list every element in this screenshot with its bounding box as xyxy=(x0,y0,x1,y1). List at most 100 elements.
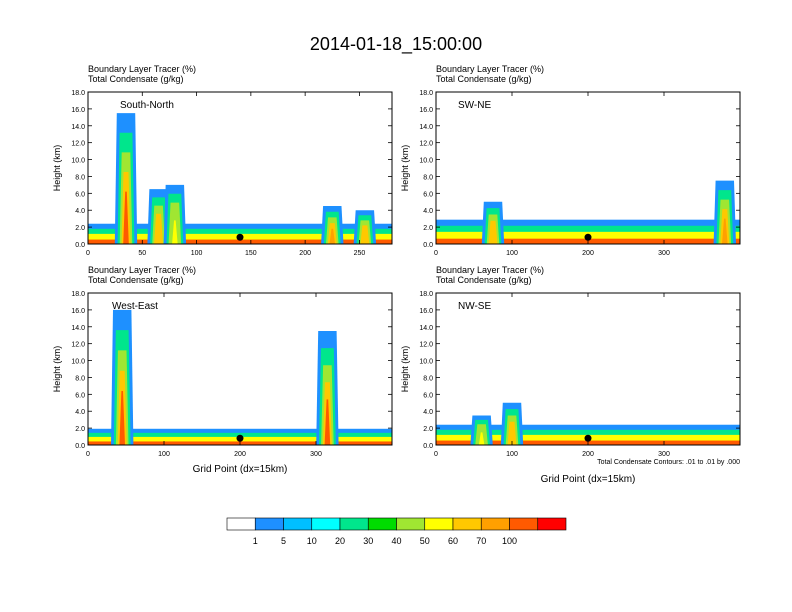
y-tick-label: 4.0 xyxy=(75,208,85,215)
y-tick-label: 0.0 xyxy=(423,242,433,249)
plot-area: 0.0 2.0 4.0 6.0 8.0 10.0 12.0 14.0 16.0 18.0 0 100 2… xyxy=(419,291,741,458)
y-tick-label: 6.0 xyxy=(423,191,433,198)
x-tick-label: 100 xyxy=(191,250,203,257)
y-tick-label: 16.0 xyxy=(71,308,85,315)
panel-header-line2: Total Condensate (g/kg) xyxy=(88,275,184,285)
y-tick-label: 12.0 xyxy=(71,141,85,148)
x-tick-label: 0 xyxy=(86,451,90,458)
y-tick-label: 16.0 xyxy=(419,308,433,315)
x-tick-label: 200 xyxy=(582,451,594,458)
x-axis-label: Grid Point (dx=15km) xyxy=(541,474,636,485)
colorbar-label: 50 xyxy=(420,536,430,546)
x-tick-label: 100 xyxy=(506,250,518,257)
surface-marker xyxy=(584,233,592,241)
surface-marker xyxy=(236,434,244,442)
plot-area: 0.0 2.0 4.0 6.0 8.0 10.0 12.0 14.0 16.0 18.0 0 100 2… xyxy=(419,90,741,257)
y-tick-label: 8.0 xyxy=(423,174,433,181)
y-tick-label: 4.0 xyxy=(75,409,85,416)
x-tick-label: 200 xyxy=(234,451,246,458)
panel-header-line1: Boundary Layer Tracer (%) xyxy=(88,64,196,74)
x-tick-label: 150 xyxy=(245,250,257,257)
x-tick-label: 0 xyxy=(434,451,438,458)
colorbar-swatch xyxy=(339,517,369,531)
y-tick-label: 18.0 xyxy=(419,90,433,97)
colorbar-label: 10 xyxy=(307,536,317,546)
x-tick-label: 0 xyxy=(434,250,438,257)
y-tick-label: 10.0 xyxy=(71,158,85,165)
y-axis-label: Height (km) xyxy=(52,145,62,192)
y-tick-label: 0.0 xyxy=(75,443,85,450)
x-tick-label: 0 xyxy=(86,250,90,257)
y-tick-label: 0.0 xyxy=(423,443,433,450)
y-tick-label: 8.0 xyxy=(75,174,85,181)
tracer-plume xyxy=(324,399,331,445)
plot-area: 0.0 2.0 4.0 6.0 8.0 10.0 12.0 14.0 16.0 18.0 0 50 10… xyxy=(71,90,393,257)
colorbar: 1 5 10 20 30 40 50 60 70 100 xyxy=(226,517,567,546)
x-tick-label: 50 xyxy=(138,250,146,257)
tracer-plume xyxy=(509,428,515,445)
x-tick-label: 300 xyxy=(658,250,670,257)
panel-south-north: Boundary Layer Tracer (%) Total Condensa… xyxy=(52,64,393,257)
colorbar-label: 20 xyxy=(335,536,345,546)
surface-marker xyxy=(236,233,244,241)
colorbar-swatch xyxy=(226,517,256,531)
y-tick-label: 12.0 xyxy=(419,342,433,349)
plot-frame xyxy=(87,91,393,245)
surface-marker xyxy=(584,434,592,442)
panel-nw-se: Boundary Layer Tracer (%) Total Condensa… xyxy=(400,265,741,485)
tracer-plume xyxy=(722,218,728,244)
tracer-plume xyxy=(362,230,368,244)
panel-header-line1: Boundary Layer Tracer (%) xyxy=(436,265,544,275)
panel-header-line1: Boundary Layer Tracer (%) xyxy=(88,265,196,275)
tracer-plume xyxy=(329,228,336,244)
colorbar-swatch xyxy=(367,517,397,531)
x-tick-label: 100 xyxy=(506,451,518,458)
y-tick-label: 18.0 xyxy=(71,291,85,298)
y-tick-label: 6.0 xyxy=(423,392,433,399)
panel-header-line1: Boundary Layer Tracer (%) xyxy=(436,64,544,74)
colorbar-label: 70 xyxy=(476,536,486,546)
colorbar-swatch xyxy=(424,517,454,531)
y-tick-label: 10.0 xyxy=(71,359,85,366)
panel-label: NW-SE xyxy=(458,301,491,312)
colorbar-swatch xyxy=(283,517,313,531)
y-tick-label: 2.0 xyxy=(423,225,433,232)
y-tick-label: 4.0 xyxy=(423,409,433,416)
y-tick-label: 4.0 xyxy=(423,208,433,215)
x-tick-label: 300 xyxy=(658,451,670,458)
colorbar-label: 100 xyxy=(502,536,517,546)
panel-label: South-North xyxy=(120,100,174,111)
y-tick-label: 12.0 xyxy=(419,141,433,148)
plot-frame xyxy=(87,292,393,446)
y-tick-label: 0.0 xyxy=(75,242,85,249)
panel-label: West-East xyxy=(112,301,158,312)
y-tick-label: 14.0 xyxy=(419,124,433,131)
tracer-plume xyxy=(490,227,496,244)
panel-west-east: Boundary Layer Tracer (%) Total Condensa… xyxy=(52,265,393,475)
y-tick-label: 2.0 xyxy=(423,426,433,433)
colorbar-label: 1 xyxy=(253,536,258,546)
colorbar-swatch xyxy=(480,517,510,531)
figure-title: 2014-01-18_15:00:00 xyxy=(310,34,482,55)
tracer-plume xyxy=(155,222,162,244)
colorbar-swatch xyxy=(537,517,567,531)
x-tick-label: 200 xyxy=(299,250,311,257)
panel-sw-ne: Boundary Layer Tracer (%) Total Condensa… xyxy=(400,64,741,257)
x-tick-label: 250 xyxy=(354,250,366,257)
y-axis-label: Height (km) xyxy=(52,346,62,393)
y-tick-label: 18.0 xyxy=(419,291,433,298)
panel-label: SW-NE xyxy=(458,100,491,111)
boundary-layer-band xyxy=(88,239,392,244)
y-tick-label: 8.0 xyxy=(423,375,433,382)
colorbar-swatch xyxy=(254,517,284,531)
y-tick-label: 8.0 xyxy=(75,375,85,382)
colorbar-label: 5 xyxy=(281,536,286,546)
tracer-plume xyxy=(172,220,178,244)
y-tick-label: 14.0 xyxy=(71,124,85,131)
panel-header-line2: Total Condensate (g/kg) xyxy=(88,74,184,84)
x-axis-label: Grid Point (dx=15km) xyxy=(193,464,288,475)
colorbar-swatch xyxy=(452,517,482,531)
y-axis-label: Height (km) xyxy=(400,346,410,393)
y-tick-label: 16.0 xyxy=(419,107,433,114)
